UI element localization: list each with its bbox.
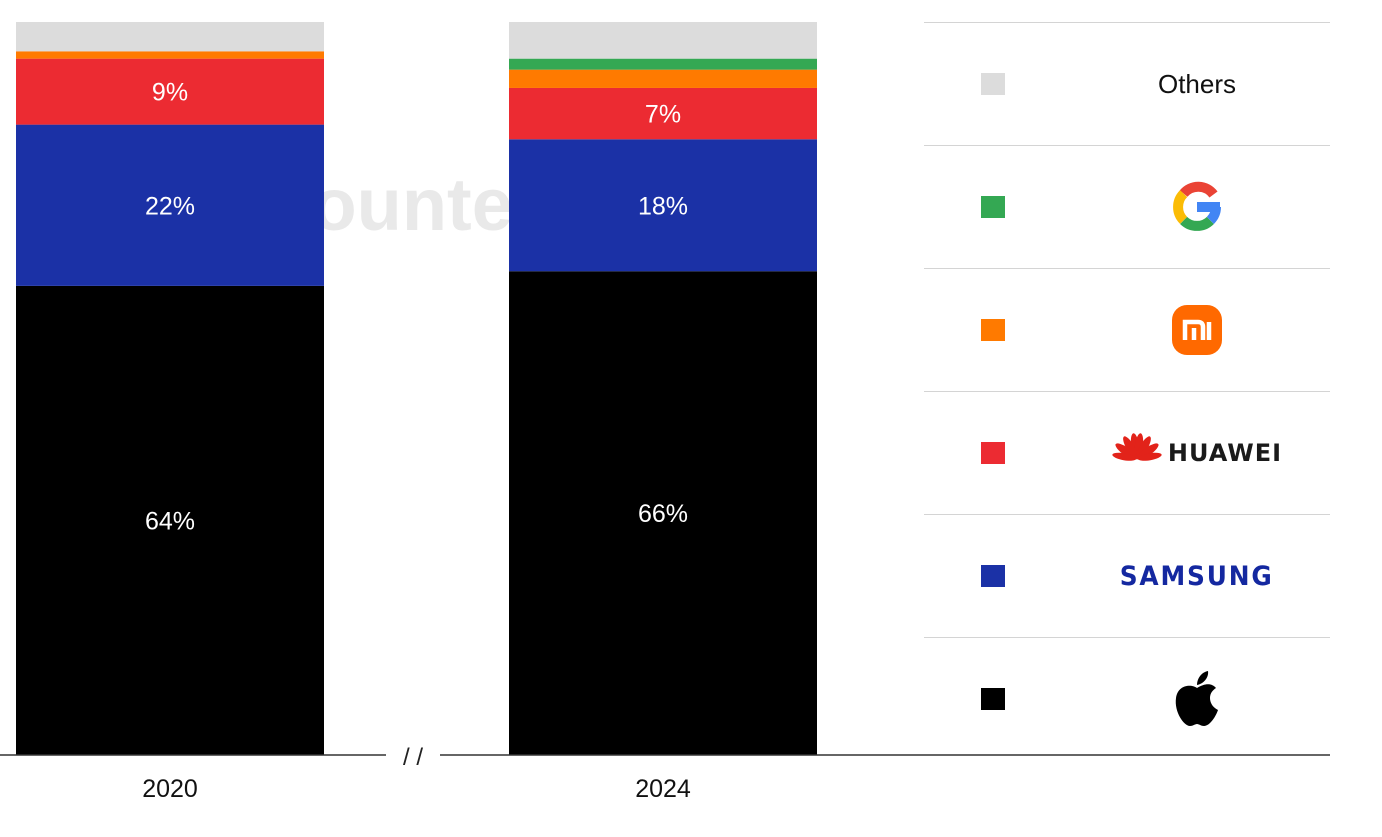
- others-label: Others: [1157, 68, 1237, 99]
- bar-segment-apple-2024: [509, 271, 817, 755]
- data-label-apple-2020: 64%: [145, 507, 195, 535]
- legend-brand-xiaomi: [1064, 269, 1330, 391]
- data-label-apple-2024: 66%: [638, 500, 688, 528]
- legend-item-xiaomi: [924, 268, 1330, 391]
- bar-segment-others-2020: [16, 22, 324, 52]
- legend-brand-google: [1064, 146, 1330, 268]
- apple-logo-icon: [1175, 671, 1218, 726]
- data-label-samsung-2024: 18%: [638, 192, 688, 220]
- legend-item-google: [924, 145, 1330, 268]
- legend-item-samsung: SAMSUNG: [924, 514, 1330, 637]
- axis-break-mark: / /: [403, 744, 423, 771]
- category-labels: 2020 2024: [142, 775, 691, 803]
- legend-brand-apple: [1064, 638, 1330, 760]
- legend-brand-others: Others: [1064, 23, 1330, 145]
- data-label-huawei-2020: 9%: [152, 79, 188, 107]
- huawei-flower-icon: [1112, 433, 1162, 461]
- legend-swatch-google: [981, 196, 1005, 218]
- bar-segment-xiaomi-2020: [16, 51, 324, 59]
- legend-item-huawei: HUAWEI: [924, 391, 1330, 514]
- bar-segment-xiaomi-2024: [509, 69, 817, 88]
- category-label-2024: 2024: [635, 775, 691, 803]
- bars-group: 64% 22% 9% 66% 18% 7%: [16, 22, 817, 755]
- bar-segment-huawei-2024: [509, 87, 817, 140]
- huawei-wordmark: HUAWEI: [1167, 439, 1283, 467]
- legend-swatch-apple: [981, 688, 1005, 710]
- samsung-wordmark: SAMSUNG: [1120, 560, 1274, 592]
- bar-segment-google-2024: [509, 58, 817, 70]
- bar-segment-samsung-2020: [16, 124, 324, 286]
- legend-brand-huawei: HUAWEI: [1064, 392, 1330, 514]
- xiaomi-logo-icon: [1172, 305, 1222, 355]
- bar-segment-others-2024: [509, 22, 817, 59]
- legend-swatch-samsung: [981, 565, 1005, 587]
- legend-item-apple: [924, 637, 1330, 760]
- bar-segment-apple-2020: [16, 285, 324, 755]
- data-label-huawei-2024: 7%: [645, 101, 681, 129]
- legend-swatch-huawei: [981, 442, 1005, 464]
- legend-item-others: Others: [924, 22, 1330, 145]
- legend: Others: [924, 22, 1330, 760]
- bar-segment-samsung-2024: [509, 139, 817, 272]
- legend-swatch-xiaomi: [981, 319, 1005, 341]
- google-logo-icon: [1173, 181, 1221, 231]
- data-label-samsung-2020: 22%: [145, 192, 195, 220]
- category-label-2020: 2020: [142, 775, 198, 803]
- legend-brand-samsung: SAMSUNG: [1064, 515, 1330, 637]
- bar-segment-huawei-2020: [16, 58, 324, 125]
- legend-swatch-others: [981, 73, 1005, 95]
